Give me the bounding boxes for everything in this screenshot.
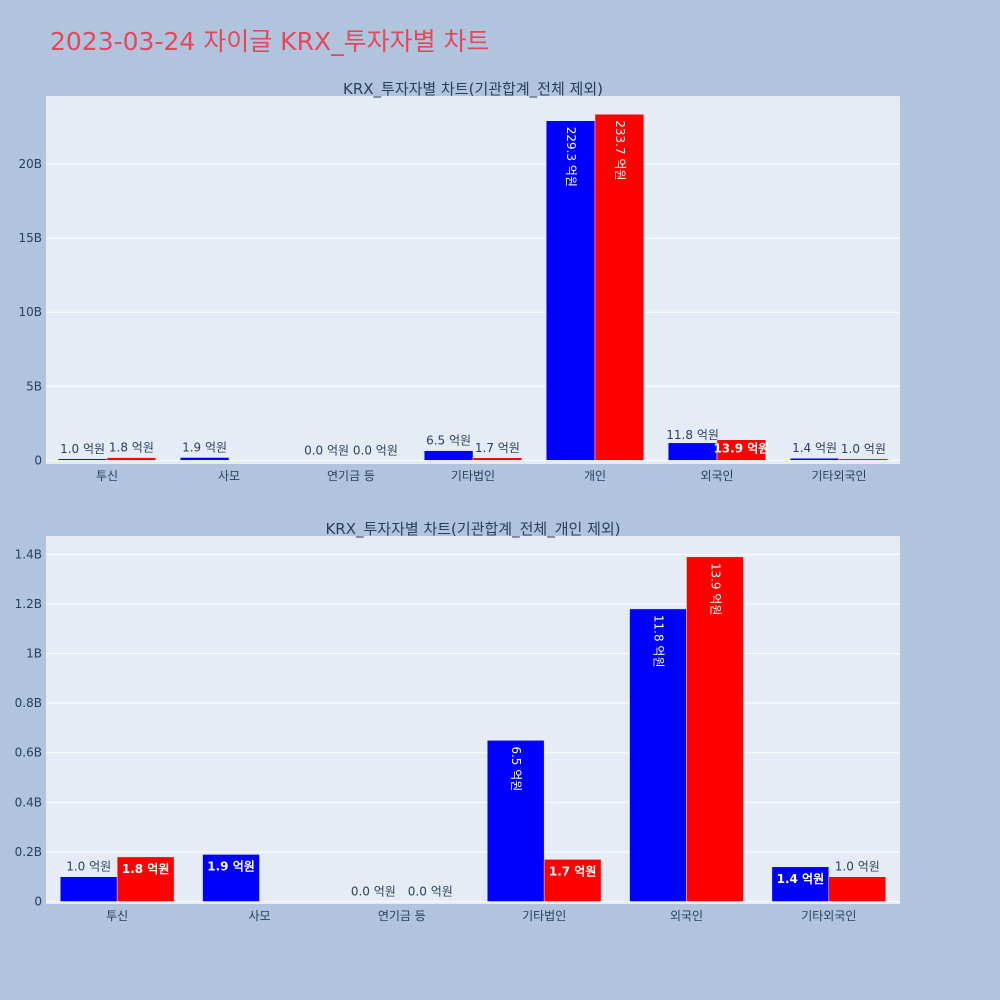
bar [543,859,602,902]
bar [57,458,108,461]
bar-label: 13.9 억원 [708,563,722,616]
chart-top: KRX_투자자별 차트(기관합계_전체 제외) 0 5B 10B 15B 20B 투신 1.0… [18,80,900,483]
bar [59,876,118,902]
x-tick-label: 연기금 등 [327,469,375,483]
bar-label: 1.0 억원 [841,442,886,456]
y-tick-label: 5B [26,379,42,393]
bar-label: 1.0 억원 [60,442,105,456]
y-tick-label: 0.6B [15,746,42,760]
bar [789,457,840,461]
bar [423,450,474,461]
bar [545,120,596,461]
bar-label: 11.8 억원 [652,615,666,668]
y-tick-label: 20B [18,157,42,171]
chart-title: KRX_투자자별 차트(기관합계_전체 제외) [343,80,603,99]
bar [594,113,645,461]
page-title: 2023-03-24 자이글 KRX_투자자별 차트 [50,27,490,56]
bar [838,458,889,461]
x-tick-label: 투신 [106,909,128,923]
bar [828,876,887,902]
plot-area [46,536,900,904]
bar-label: 6.5 억원 [426,434,471,448]
bar-label: 229.3 억원 [564,127,578,187]
bar [716,439,767,461]
bar-label: 1.7 억원 [475,441,520,455]
bar [472,457,523,461]
y-tick-label: 0 [34,453,42,467]
bar-label: 1.0 억원 [835,860,880,874]
bar-label: 11.8 억원 [666,428,719,442]
bar-label: 0.0 억원 [351,885,396,899]
bar-label: 0.0 억원 [408,885,453,899]
bar-label: 0.0 억원 [353,443,398,457]
bar-label: 0.0 억원 [304,443,349,457]
bar [667,442,718,461]
x-tick-label: 기타법인 [451,469,495,483]
y-tick-label: 0 [34,895,42,909]
bar [179,457,230,461]
x-tick-label: 개인 [584,469,606,483]
y-tick-label: 0.4B [15,795,42,809]
bar [771,866,830,902]
y-tick-label: 15B [18,231,42,245]
bar [116,856,175,902]
bar-label: 6.5 억원 [509,746,523,791]
x-tick-label: 투신 [96,469,118,483]
y-tick-label: 10B [18,305,42,319]
bar-label: 1.8 억원 [122,862,170,876]
bar-label: 1.0 억원 [66,860,111,874]
bar [202,854,260,902]
x-tick-label: 기타외국인 [811,469,866,483]
plot-area [46,96,900,464]
x-tick-label: 사모 [218,469,240,483]
bar-label: 233.7 억원 [613,120,627,180]
bar-label: 1.8 억원 [109,441,154,455]
x-tick-label: 기타외국인 [801,909,856,923]
x-tick-label: 기타법인 [522,909,566,923]
bar [629,608,687,902]
x-tick-label: 외국인 [700,469,733,483]
bar-label: 1.4 억원 [792,441,837,455]
bar-label: 1.9 억원 [182,440,227,454]
y-tick-label: 1.2B [15,597,42,611]
y-tick-label: 1B [26,647,42,661]
bar-label: 1.7 억원 [549,864,597,878]
x-tick-label: 외국인 [670,909,703,923]
bar-label: 1.4 억원 [777,872,825,886]
bar [686,556,744,902]
y-tick-label: 1.4B [15,547,42,561]
x-tick-label: 사모 [248,909,270,923]
bar [486,740,545,902]
bar [106,457,157,461]
bar-label: 13.9 억원 [713,442,769,456]
y-tick-label: 0.2B [15,845,42,859]
chart-bottom: KRX_투자자별 차트(기관합계_전체_개인 제외) 0 0.2B 0.4B 0.6B 0… [15,520,900,923]
bar-label: 1.9 억원 [207,859,255,873]
y-tick-label: 0.8B [15,696,42,710]
x-tick-label: 연기금 등 [378,909,426,923]
chart-title: KRX_투자자별 차트(기관합계_전체_개인 제외) [325,520,620,539]
